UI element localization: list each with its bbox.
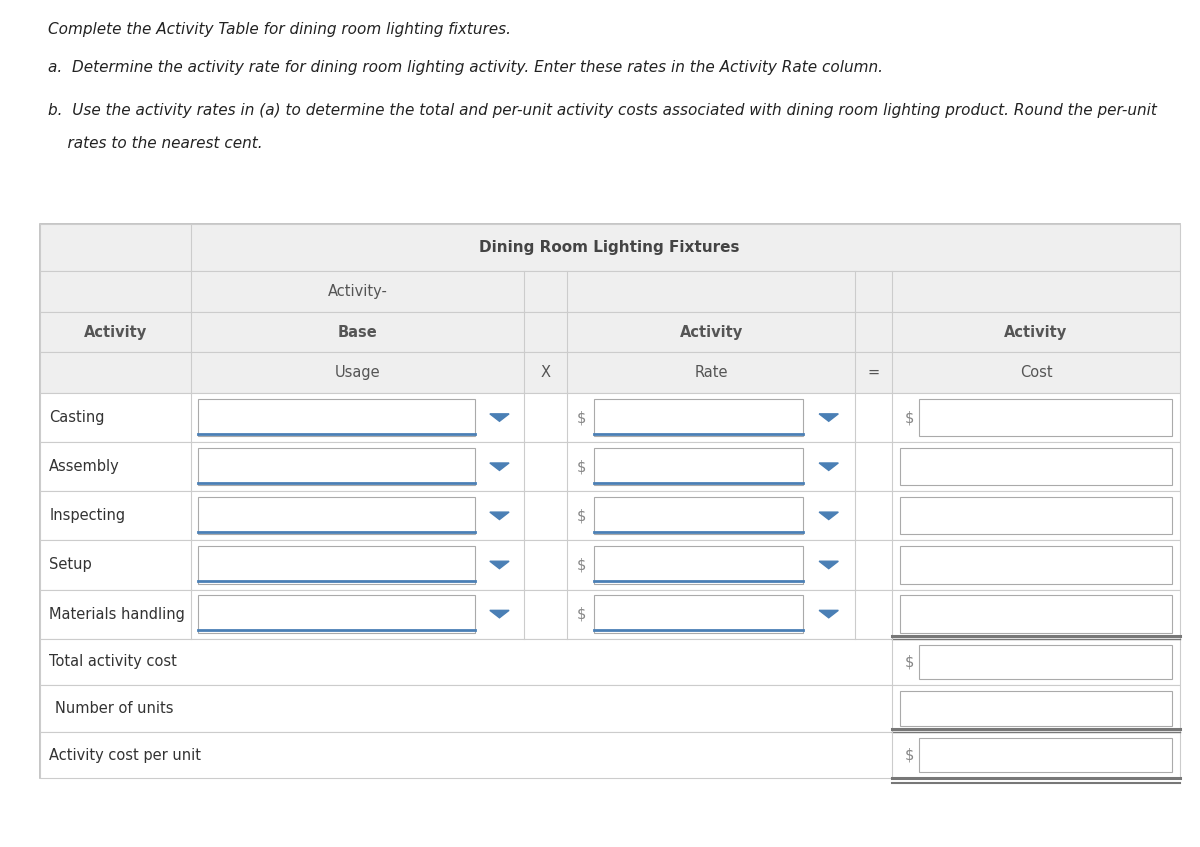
Text: $: $ bbox=[905, 410, 913, 425]
Bar bbox=[594, 448, 803, 485]
Polygon shape bbox=[820, 611, 839, 617]
Bar bbox=[40, 312, 1180, 352]
Bar bbox=[40, 590, 1180, 639]
Polygon shape bbox=[820, 512, 839, 519]
Bar bbox=[900, 546, 1172, 584]
Bar bbox=[40, 393, 1180, 442]
Bar bbox=[900, 595, 1172, 633]
Text: Usage: Usage bbox=[335, 365, 380, 380]
Bar bbox=[40, 271, 1180, 312]
Text: $: $ bbox=[577, 508, 587, 523]
Text: Cost: Cost bbox=[1020, 365, 1052, 380]
Bar bbox=[40, 732, 1180, 778]
Text: Materials handling: Materials handling bbox=[49, 606, 185, 622]
Bar bbox=[594, 497, 803, 534]
Bar bbox=[40, 639, 1180, 685]
Polygon shape bbox=[490, 611, 509, 617]
Text: a.  Determine the activity rate for dining room lighting activity. Enter these r: a. Determine the activity rate for dinin… bbox=[48, 60, 883, 75]
Text: Base: Base bbox=[337, 324, 378, 340]
Text: Activity: Activity bbox=[84, 324, 148, 340]
Text: $: $ bbox=[905, 655, 913, 669]
Bar bbox=[198, 546, 475, 584]
Bar bbox=[594, 595, 803, 633]
Bar bbox=[40, 352, 1180, 393]
Polygon shape bbox=[820, 463, 839, 470]
Polygon shape bbox=[490, 512, 509, 519]
Text: Total activity cost: Total activity cost bbox=[49, 655, 178, 669]
Text: rates to the nearest cent.: rates to the nearest cent. bbox=[48, 136, 263, 152]
Bar bbox=[900, 448, 1172, 485]
Text: b.  Use the activity rates in (a) to determine the total and per-unit activity c: b. Use the activity rates in (a) to dete… bbox=[48, 102, 1157, 118]
Bar bbox=[900, 497, 1172, 534]
Bar bbox=[919, 738, 1172, 772]
Text: $: $ bbox=[577, 459, 587, 474]
Text: Rate: Rate bbox=[695, 365, 728, 380]
Bar bbox=[40, 442, 1180, 491]
Text: Number of units: Number of units bbox=[55, 701, 174, 716]
Text: $: $ bbox=[577, 606, 587, 622]
Bar bbox=[198, 399, 475, 436]
Bar bbox=[40, 224, 1180, 271]
Bar bbox=[919, 645, 1172, 679]
Bar bbox=[594, 399, 803, 436]
Polygon shape bbox=[490, 414, 509, 421]
Text: Dining Room Lighting Fixtures: Dining Room Lighting Fixtures bbox=[479, 241, 740, 255]
Text: Setup: Setup bbox=[49, 557, 92, 573]
Polygon shape bbox=[490, 463, 509, 470]
Bar bbox=[594, 546, 803, 584]
Bar bbox=[40, 491, 1180, 540]
Polygon shape bbox=[820, 562, 839, 568]
Bar bbox=[919, 399, 1172, 436]
Text: $: $ bbox=[577, 410, 587, 425]
Text: X: X bbox=[541, 365, 551, 380]
Text: Inspecting: Inspecting bbox=[49, 508, 125, 523]
Text: $: $ bbox=[577, 557, 587, 573]
Bar bbox=[40, 685, 1180, 732]
Bar bbox=[198, 497, 475, 534]
Text: Casting: Casting bbox=[49, 410, 104, 425]
Text: Activity-: Activity- bbox=[328, 284, 388, 299]
Text: Activity cost per unit: Activity cost per unit bbox=[49, 748, 202, 762]
Bar bbox=[40, 224, 191, 271]
Bar bbox=[40, 224, 1180, 778]
Bar bbox=[40, 540, 1180, 590]
Text: Activity: Activity bbox=[679, 324, 743, 340]
Text: $: $ bbox=[905, 748, 913, 762]
Text: =: = bbox=[868, 365, 880, 380]
Text: Assembly: Assembly bbox=[49, 459, 120, 474]
Bar bbox=[198, 448, 475, 485]
Text: Complete the Activity Table for dining room lighting fixtures.: Complete the Activity Table for dining r… bbox=[48, 22, 511, 37]
Bar bbox=[198, 595, 475, 633]
Text: Activity: Activity bbox=[1004, 324, 1068, 340]
Bar bbox=[900, 691, 1172, 726]
Polygon shape bbox=[490, 562, 509, 568]
Polygon shape bbox=[820, 414, 839, 421]
